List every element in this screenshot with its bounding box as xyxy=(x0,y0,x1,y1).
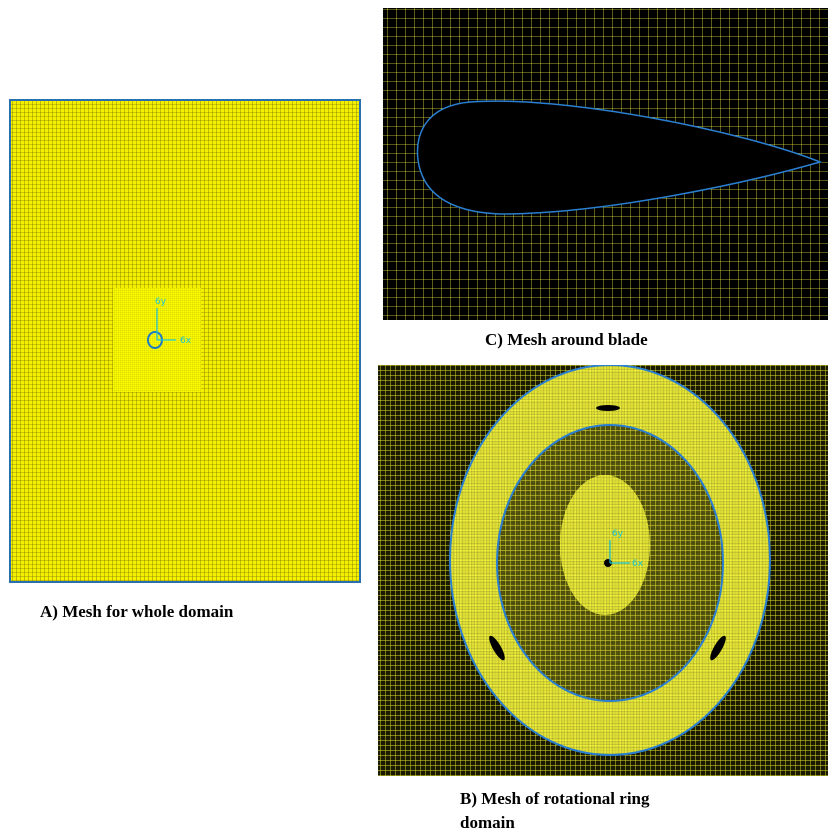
panel-c: C) Mesh around blade xyxy=(383,8,828,349)
axis-label: 6y xyxy=(612,529,624,539)
caption: A) Mesh for whole domain xyxy=(40,602,234,621)
caption: domain xyxy=(460,813,515,832)
axis-label: 6x xyxy=(180,336,192,346)
hub-zone xyxy=(560,475,650,615)
panel-a: 6y 6x A) Mesh for whole domain xyxy=(10,100,360,621)
blade xyxy=(596,405,620,411)
figure: 6y 6x A) Mesh for whole domain C) Mesh a… xyxy=(0,0,828,833)
caption: B) Mesh of rotational ring xyxy=(460,789,650,808)
caption: C) Mesh around blade xyxy=(485,330,648,349)
axis-label: 6x xyxy=(632,559,644,569)
panel-b: 6y 6x xyxy=(378,365,828,776)
axis-label: 6y xyxy=(155,297,167,307)
